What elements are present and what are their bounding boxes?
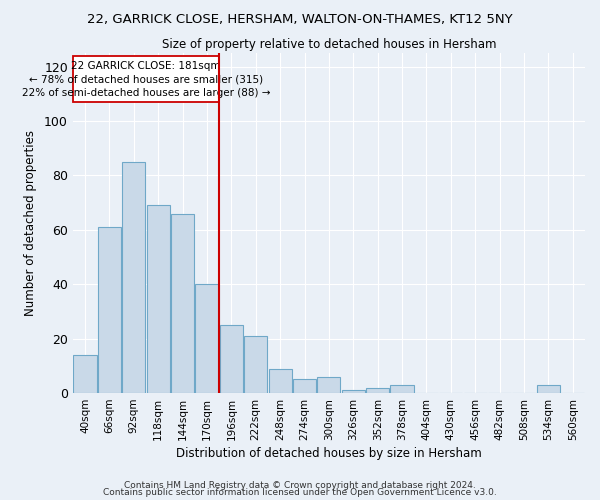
Bar <box>171 214 194 393</box>
Text: 22% of semi-detached houses are larger (88) →: 22% of semi-detached houses are larger (… <box>22 88 270 99</box>
Bar <box>196 284 218 393</box>
Bar <box>244 336 268 393</box>
Bar <box>537 385 560 393</box>
Bar <box>146 206 170 393</box>
Bar <box>98 227 121 393</box>
Bar <box>317 376 340 393</box>
Text: 22 GARRICK CLOSE: 181sqm: 22 GARRICK CLOSE: 181sqm <box>71 61 221 71</box>
Bar <box>342 390 365 393</box>
Text: 22, GARRICK CLOSE, HERSHAM, WALTON-ON-THAMES, KT12 5NY: 22, GARRICK CLOSE, HERSHAM, WALTON-ON-TH… <box>87 12 513 26</box>
Y-axis label: Number of detached properties: Number of detached properties <box>24 130 37 316</box>
Bar <box>73 56 219 102</box>
Title: Size of property relative to detached houses in Hersham: Size of property relative to detached ho… <box>161 38 496 51</box>
Text: Contains public sector information licensed under the Open Government Licence v3: Contains public sector information licen… <box>103 488 497 497</box>
Text: Contains HM Land Registry data © Crown copyright and database right 2024.: Contains HM Land Registry data © Crown c… <box>124 480 476 490</box>
Bar <box>366 388 389 393</box>
X-axis label: Distribution of detached houses by size in Hersham: Distribution of detached houses by size … <box>176 447 482 460</box>
Bar <box>269 368 292 393</box>
Bar <box>293 380 316 393</box>
Bar <box>220 325 243 393</box>
Text: ← 78% of detached houses are smaller (315): ← 78% of detached houses are smaller (31… <box>29 75 263 85</box>
Bar <box>73 355 97 393</box>
Bar <box>391 385 413 393</box>
Bar <box>122 162 145 393</box>
